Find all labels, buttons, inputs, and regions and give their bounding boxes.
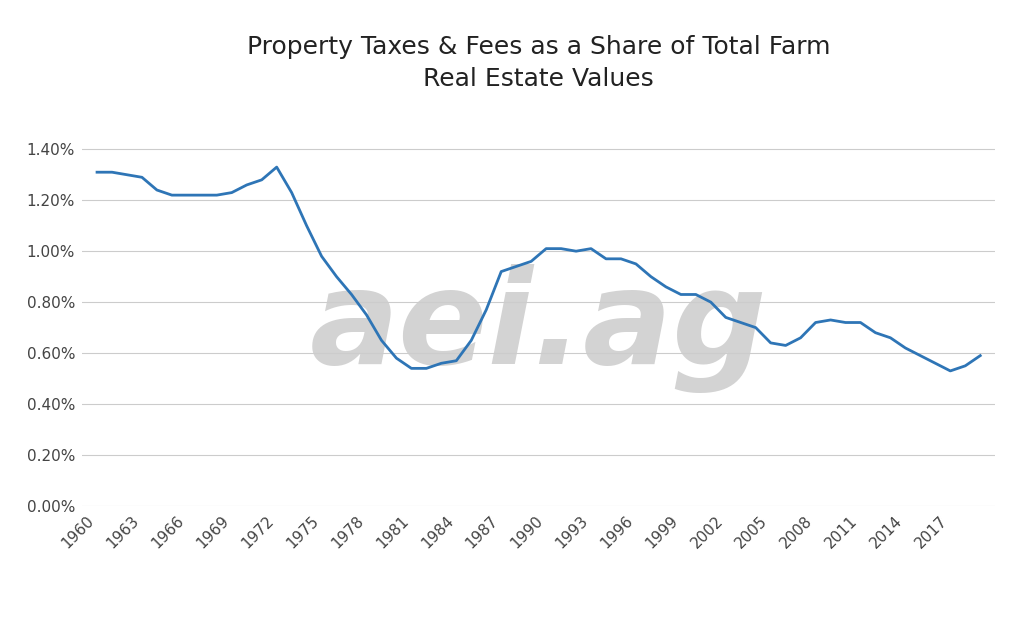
Title: Property Taxes & Fees as a Share of Total Farm
Real Estate Values: Property Taxes & Fees as a Share of Tota…: [247, 35, 830, 91]
Text: aei.ag: aei.ag: [310, 263, 767, 393]
